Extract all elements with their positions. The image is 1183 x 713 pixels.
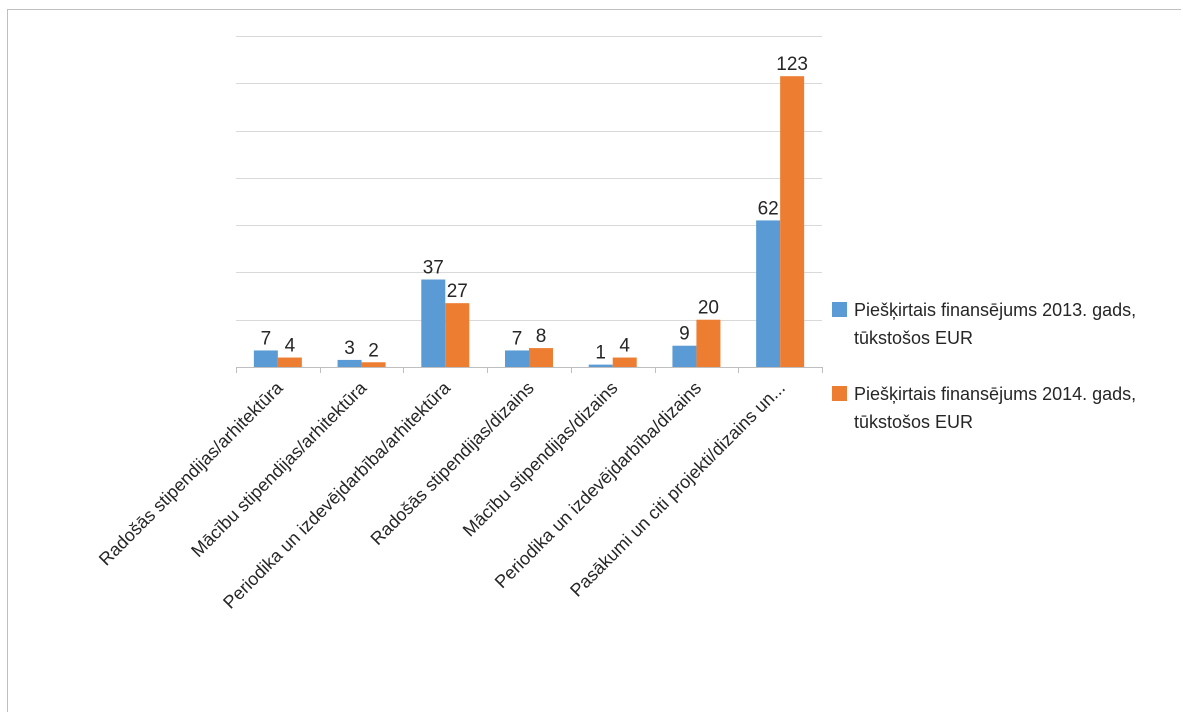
category-label-0: Radošās stipendijas/arhitektūra xyxy=(95,377,287,569)
bar-2013-3 xyxy=(505,350,529,367)
bar-2014-2 xyxy=(445,303,470,367)
category-label-3: Radošās stipendijas/dizains xyxy=(367,378,538,549)
bar-2014-4 xyxy=(612,357,637,367)
value-label-2013-4: 1 xyxy=(595,343,606,364)
bar-2014-0 xyxy=(277,357,302,367)
bar-2014-3 xyxy=(529,348,553,367)
bar-2013-0 xyxy=(253,350,278,367)
bar-2014-1 xyxy=(361,362,386,367)
bar-2014-6 xyxy=(780,76,805,367)
value-label-2014-5: 20 xyxy=(698,298,719,319)
value-label-2014-6: 123 xyxy=(776,54,808,75)
legend-label-2013: Piešķirtais finansējums 2013. gads, tūks… xyxy=(854,300,1137,348)
value-label-2013-5: 9 xyxy=(679,324,690,345)
legend-swatch-2013 xyxy=(832,302,847,317)
category-label-4: Mācību stipendijas/dizains xyxy=(459,378,622,541)
chart-frame xyxy=(7,9,1181,712)
value-label-2014-4: 4 xyxy=(619,336,630,357)
value-label-2013-2: 37 xyxy=(423,258,444,279)
gridlines xyxy=(236,36,822,321)
bar-2014-5 xyxy=(696,319,721,367)
legend-label-2014: Piešķirtais finansējums 2014. gads, tūks… xyxy=(854,384,1137,432)
value-label-2013-3: 7 xyxy=(512,328,523,349)
value-label-2013-1: 3 xyxy=(344,338,355,359)
bars xyxy=(253,76,805,367)
value-label-2014-0: 4 xyxy=(285,336,296,357)
category-label-1: Mācību stipendijas/arhitektūra xyxy=(187,377,371,561)
legend-item-2014: Piešķirtais finansējums 2014. gads, tūks… xyxy=(832,380,1177,436)
bar-2013-6 xyxy=(756,220,781,367)
legend: Piešķirtais finansējums 2013. gads, tūks… xyxy=(832,296,1177,464)
bar-2013-4 xyxy=(588,364,613,367)
value-label-2014-2: 27 xyxy=(447,281,468,302)
bar-2013-1 xyxy=(337,359,362,367)
value-label-2014-1: 2 xyxy=(368,340,379,361)
x-axis xyxy=(236,367,823,373)
legend-item-2013: Piešķirtais finansējums 2013. gads, tūks… xyxy=(832,296,1177,352)
value-label-2013-0: 7 xyxy=(261,328,272,349)
value-label-2013-6: 62 xyxy=(758,198,779,219)
value-label-2014-3: 8 xyxy=(536,326,547,347)
bar-2013-2 xyxy=(421,279,446,367)
bar-2013-5 xyxy=(672,345,697,367)
legend-swatch-2014 xyxy=(832,386,847,401)
